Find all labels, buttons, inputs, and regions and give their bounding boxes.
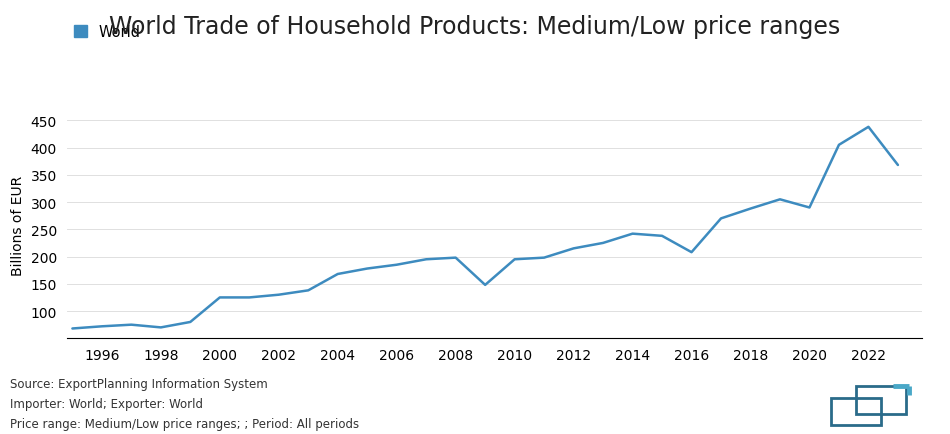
Text: Price range: Medium/Low price ranges; ; Period: All periods: Price range: Medium/Low price ranges; ; …	[10, 417, 359, 430]
Text: Importer: World; Exporter: World: Importer: World; Exporter: World	[10, 397, 202, 410]
Text: Source: ExportPlanning Information System: Source: ExportPlanning Information Syste…	[10, 378, 267, 391]
Legend: World: World	[74, 25, 141, 40]
Text: World Trade of Household Products: Medium/Low price ranges: World Trade of Household Products: Mediu…	[109, 15, 841, 39]
Y-axis label: Billions of EUR: Billions of EUR	[10, 176, 25, 276]
